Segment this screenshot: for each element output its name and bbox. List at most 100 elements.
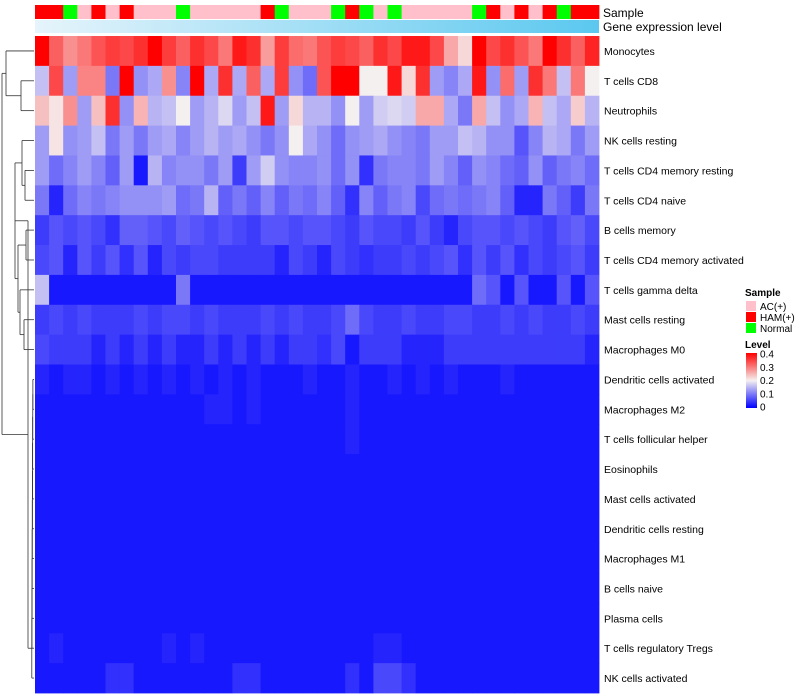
heatmap-cell [514,125,529,156]
heatmap-cell [190,663,205,694]
heatmap-cell [77,65,92,97]
heatmap-cell [176,633,191,664]
heatmap-cell [274,245,290,276]
heatmap-cell [429,125,445,156]
heatmap-cell [63,125,78,156]
heatmap-cell [77,424,92,455]
heatmap-cell [147,454,163,485]
heatmap-cell [35,483,50,515]
heatmap-cell [556,155,572,186]
heatmap-cell [359,304,374,336]
heatmap-cell [584,334,600,365]
heatmap-cell [161,245,177,276]
sample-cell [49,5,64,19]
legend-item-label: HAM(+) [760,313,795,324]
sample-cell [443,5,459,19]
heatmap-cell [204,185,219,216]
heatmap-cell [161,513,177,545]
heatmap-cell [528,215,543,246]
heatmap-cell [232,185,247,216]
heatmap-cell [176,394,191,425]
heatmap-cell [472,334,487,365]
heatmap-cell [345,483,360,515]
heatmap-cell [105,65,120,97]
heatmap-cell [147,513,163,545]
heatmap-cell [556,36,572,67]
heatmap-cell [387,394,402,425]
heatmap-cell [317,663,332,694]
heatmap-cell [260,483,276,515]
sample-cell [429,5,445,19]
heatmap-cell [458,483,473,515]
heatmap-cell [401,185,417,216]
heatmap-cell [190,215,205,246]
heatmap-cell [218,65,233,97]
heatmap-cell [190,633,205,664]
heatmap-cell [35,633,50,664]
heatmap-cell [373,95,388,126]
heatmap-cell [556,603,572,634]
heatmap-cell [147,483,163,515]
heatmap-cell [429,274,445,306]
heatmap-cell [443,185,459,216]
heatmap-cell [218,185,233,216]
heatmap-cell [119,185,135,216]
heatmap-cell [514,633,529,664]
heatmap-cell [387,245,402,276]
heatmap-cell [232,633,247,664]
heatmap-cell [528,274,543,306]
heatmap-cell [500,573,515,604]
heatmap-cell [35,663,50,694]
heatmap-cell [204,125,219,156]
heatmap-cell [373,633,388,664]
heatmap-cell [274,185,290,216]
heatmap-cell [528,364,543,395]
heatmap-cell [500,454,515,485]
heatmap-cell [570,274,586,306]
heatmap-cell [204,304,219,336]
heatmap-cell [429,603,445,634]
heatmap-cell [49,543,64,574]
gene-expression-annotation-label: Gene expression level [603,20,722,34]
heatmap-cell [246,483,261,515]
heatmap-cell [317,95,332,126]
heatmap-cell [542,125,558,156]
heatmap-cell [35,65,50,97]
heatmap-cell [373,603,388,634]
heatmap-cell [500,424,515,455]
sample-cell [133,5,149,19]
heatmap-cell [401,215,417,246]
heatmap-cell [458,573,473,604]
heatmap-cell [556,245,572,276]
heatmap-cell [63,215,78,246]
heatmap-cell [359,185,374,216]
heatmap-cell [218,513,233,545]
heatmap-cell [584,185,600,216]
heatmap-cell [105,483,120,515]
heatmap-cell [542,334,558,365]
heatmap-cell [274,603,290,634]
heatmap-cell [514,483,529,515]
heatmap-cell [49,155,64,186]
heatmap-cell [77,543,92,574]
heatmap-cell [91,424,106,455]
heatmap-cell [232,304,247,336]
heatmap-cell [331,573,346,604]
heatmap-cell [359,245,374,276]
heatmap-cell [570,454,586,485]
heatmap-cell [472,573,487,604]
heatmap-cell [105,215,120,246]
heatmap-cell [161,334,177,365]
heatmap-cell [458,454,473,485]
row-label: Plasma cells [604,613,663,625]
heatmap-cell [105,364,120,395]
heatmap-cell [373,125,388,156]
heatmap-cell [542,274,558,306]
heatmap-cell [246,364,261,395]
heatmap-cell [49,245,64,276]
heatmap-cell [35,603,50,634]
heatmap-cell [345,394,360,425]
heatmap-cell [119,125,135,156]
heatmap-cell [204,95,219,126]
sample-cell [528,5,543,19]
